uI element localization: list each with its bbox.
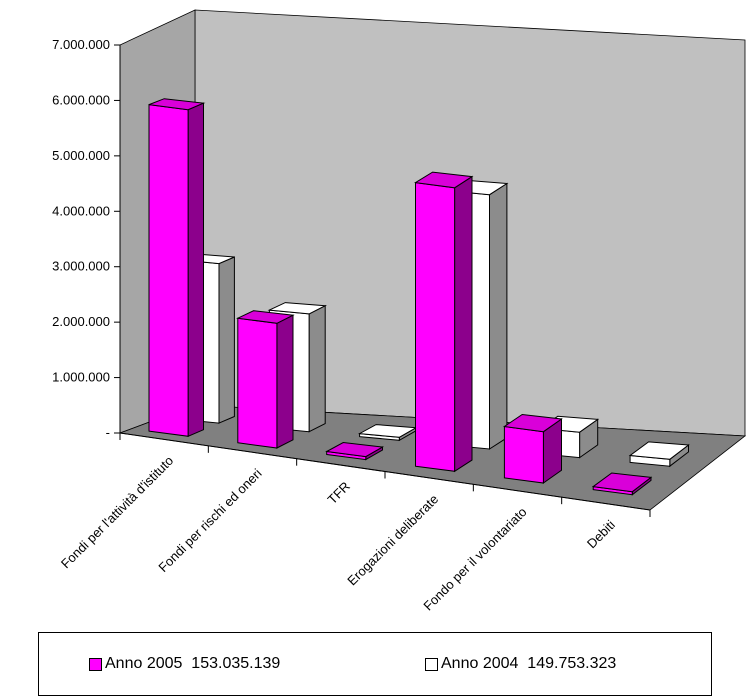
legend-spacer [518, 655, 527, 673]
bar-side [218, 256, 235, 424]
bar-top [267, 302, 328, 315]
y-axis: - 1.000.000 2.000.000 3.000.000 4.000.000 5.0… [52, 37, 121, 440]
legend-total-2005: 153.035.139 [191, 655, 281, 672]
bar-top [628, 441, 690, 460]
bar-side [454, 175, 473, 473]
bar-front [503, 425, 544, 484]
legend-total-2004: 149.753.323 [527, 655, 617, 672]
bar [148, 98, 206, 438]
y-tick-label: 7.000.000 [52, 37, 110, 52]
x-category-label: Fondo per il volontariato [420, 504, 529, 613]
legend-swatch-2004 [425, 657, 438, 671]
legend-label-2005: Anno 2005 [105, 655, 183, 672]
bar-top [325, 441, 385, 458]
bar [414, 171, 474, 473]
bar [325, 441, 385, 461]
legend-item-2005: Anno 2005 153.035.139 [89, 655, 280, 673]
bar-side [308, 304, 326, 433]
bar [628, 441, 690, 468]
y-tick-label: 4.000.000 [52, 203, 110, 218]
x-category-label: Fondi per l'attività d'istituto [58, 453, 176, 571]
y-tick-label: - [106, 425, 110, 440]
legend: Anno 2005 153.035.139 Anno 2004 149.753.… [38, 632, 712, 696]
bar-front [415, 182, 456, 472]
bar-top [503, 413, 563, 433]
y-tick-label: 6.000.000 [52, 92, 110, 107]
bar-top [591, 472, 653, 493]
y-tick-label: 3.000.000 [52, 259, 110, 274]
bar-top [148, 98, 206, 111]
legend-swatch-2005 [89, 657, 102, 671]
legend-spacer [182, 655, 191, 673]
bar-side [187, 102, 204, 438]
bar-top [236, 310, 295, 324]
x-category-label: TFR [324, 479, 352, 507]
x-category-label: Erogazioni deliberate [344, 491, 441, 588]
bars [148, 98, 690, 496]
bar [503, 413, 563, 484]
legend-label-2004: Anno 2004 [441, 655, 519, 672]
y-tick-label: 1.000.000 [52, 370, 110, 385]
bar-side [489, 182, 508, 450]
bar-front [148, 104, 189, 437]
x-category-label: Fondi per rischi ed oneri [155, 466, 264, 575]
bar-front [237, 317, 278, 449]
bar [236, 310, 295, 449]
bar-side [276, 314, 294, 449]
y-tick-label: 2.000.000 [52, 314, 110, 329]
bar-top [414, 171, 474, 189]
x-category-label: Debiti [584, 517, 618, 551]
legend-item-2004: Anno 2004 149.753.323 [425, 655, 616, 673]
bar [591, 472, 653, 496]
y-tick-label: 5.000.000 [52, 148, 110, 163]
bar [357, 424, 418, 442]
